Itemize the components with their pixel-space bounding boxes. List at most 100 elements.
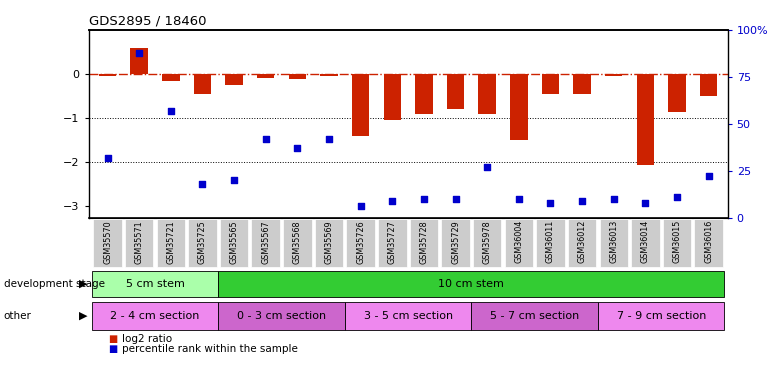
- FancyBboxPatch shape: [695, 219, 723, 267]
- Text: GSM36011: GSM36011: [546, 220, 555, 263]
- Text: GSM35571: GSM35571: [135, 220, 144, 264]
- Point: [196, 181, 209, 187]
- Text: GSM35728: GSM35728: [420, 220, 428, 264]
- Text: ■: ■: [108, 344, 117, 354]
- Point: [228, 177, 240, 183]
- Text: GSM36016: GSM36016: [705, 220, 713, 263]
- Point: [608, 196, 620, 202]
- FancyBboxPatch shape: [93, 219, 122, 267]
- Bar: [415, 74, 433, 114]
- Text: other: other: [4, 311, 32, 321]
- Text: GSM35725: GSM35725: [198, 220, 207, 264]
- Text: 2 - 4 cm section: 2 - 4 cm section: [110, 311, 199, 321]
- Text: GSM35570: GSM35570: [103, 220, 112, 264]
- FancyBboxPatch shape: [471, 302, 598, 330]
- FancyBboxPatch shape: [156, 219, 185, 267]
- Text: 5 - 7 cm section: 5 - 7 cm section: [490, 311, 579, 321]
- Text: GSM35729: GSM35729: [451, 220, 460, 264]
- Bar: [574, 74, 591, 94]
- Bar: [162, 74, 179, 81]
- FancyBboxPatch shape: [631, 219, 660, 267]
- Point: [133, 50, 146, 55]
- FancyBboxPatch shape: [378, 219, 407, 267]
- FancyBboxPatch shape: [218, 272, 725, 297]
- Bar: [226, 74, 243, 85]
- FancyBboxPatch shape: [473, 219, 501, 267]
- Text: GSM35978: GSM35978: [483, 220, 492, 264]
- Text: ▶: ▶: [79, 279, 88, 289]
- Text: GSM35726: GSM35726: [357, 220, 365, 264]
- Bar: [383, 74, 401, 120]
- Point: [450, 196, 462, 202]
- Bar: [511, 74, 527, 140]
- Text: 3 - 5 cm section: 3 - 5 cm section: [363, 311, 453, 321]
- Text: GDS2895 / 18460: GDS2895 / 18460: [89, 15, 206, 27]
- FancyBboxPatch shape: [345, 302, 471, 330]
- FancyBboxPatch shape: [536, 219, 564, 267]
- FancyBboxPatch shape: [663, 219, 691, 267]
- Point: [259, 136, 272, 142]
- Point: [576, 198, 588, 204]
- FancyBboxPatch shape: [188, 219, 216, 267]
- Bar: [257, 74, 274, 78]
- Bar: [99, 74, 116, 76]
- Bar: [478, 74, 496, 114]
- Text: 10 cm stem: 10 cm stem: [438, 279, 504, 289]
- Bar: [542, 74, 559, 94]
- Text: development stage: development stage: [4, 279, 105, 289]
- Text: 0 - 3 cm section: 0 - 3 cm section: [237, 311, 326, 321]
- FancyBboxPatch shape: [504, 219, 533, 267]
- Bar: [447, 74, 464, 110]
- Bar: [352, 74, 370, 136]
- Bar: [605, 74, 622, 76]
- FancyBboxPatch shape: [598, 302, 725, 330]
- Text: ▶: ▶: [79, 311, 88, 321]
- Point: [702, 173, 715, 179]
- FancyBboxPatch shape: [410, 219, 438, 267]
- Text: GSM36014: GSM36014: [641, 220, 650, 263]
- Text: GSM36013: GSM36013: [609, 220, 618, 263]
- Bar: [320, 74, 338, 76]
- Point: [639, 200, 651, 206]
- FancyBboxPatch shape: [600, 219, 628, 267]
- Point: [481, 164, 494, 170]
- FancyBboxPatch shape: [346, 219, 375, 267]
- Text: GSM35727: GSM35727: [388, 220, 397, 264]
- Point: [165, 108, 177, 114]
- Point: [291, 145, 303, 151]
- Text: 5 cm stem: 5 cm stem: [126, 279, 185, 289]
- FancyBboxPatch shape: [283, 219, 312, 267]
- Text: GSM35568: GSM35568: [293, 220, 302, 264]
- Bar: [194, 74, 211, 94]
- Text: GSM35567: GSM35567: [261, 220, 270, 264]
- Point: [102, 154, 114, 160]
- FancyBboxPatch shape: [92, 302, 218, 330]
- FancyBboxPatch shape: [218, 302, 345, 330]
- FancyBboxPatch shape: [441, 219, 470, 267]
- Point: [671, 194, 683, 200]
- Point: [386, 198, 398, 204]
- Text: GSM35569: GSM35569: [324, 220, 333, 264]
- FancyBboxPatch shape: [125, 219, 153, 267]
- Point: [418, 196, 430, 202]
- FancyBboxPatch shape: [252, 219, 280, 267]
- Bar: [289, 74, 306, 80]
- Text: GSM36012: GSM36012: [578, 220, 587, 263]
- Text: GSM35565: GSM35565: [229, 220, 239, 264]
- Text: ■: ■: [108, 334, 117, 344]
- Bar: [700, 74, 718, 96]
- Bar: [668, 74, 686, 112]
- Text: GSM36004: GSM36004: [514, 220, 524, 263]
- Point: [513, 196, 525, 202]
- Point: [544, 200, 557, 206]
- FancyBboxPatch shape: [220, 219, 248, 267]
- FancyBboxPatch shape: [315, 219, 343, 267]
- Point: [354, 203, 367, 209]
- Text: percentile rank within the sample: percentile rank within the sample: [122, 344, 297, 354]
- Text: 7 - 9 cm section: 7 - 9 cm section: [617, 311, 706, 321]
- FancyBboxPatch shape: [92, 272, 218, 297]
- Point: [323, 136, 335, 142]
- Text: GSM36015: GSM36015: [672, 220, 681, 263]
- FancyBboxPatch shape: [568, 219, 596, 267]
- Text: GSM35721: GSM35721: [166, 220, 176, 264]
